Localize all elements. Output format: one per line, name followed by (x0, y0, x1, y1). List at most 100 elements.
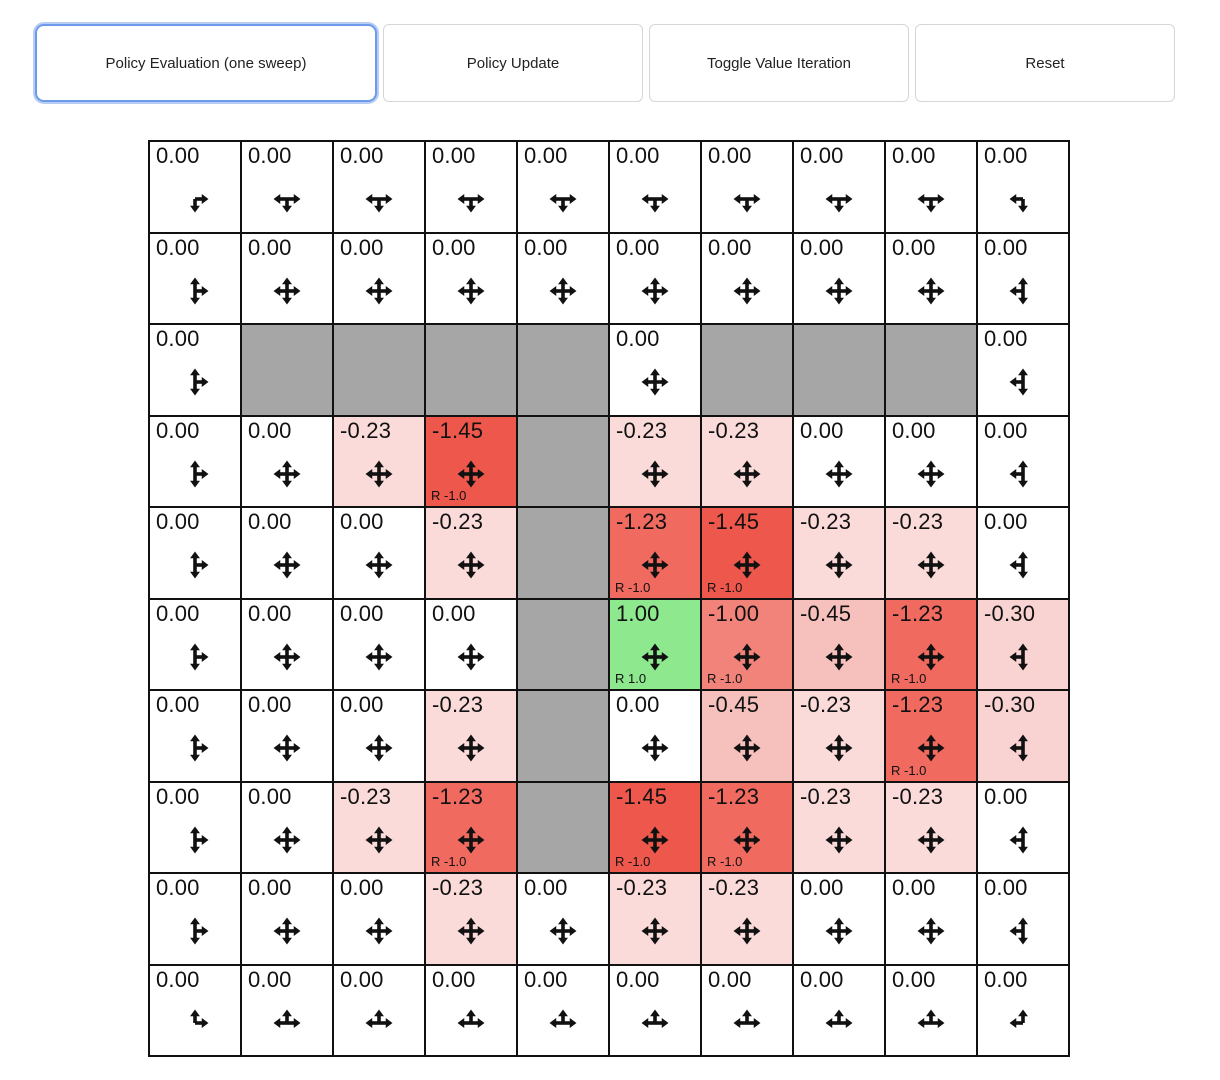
policy-arrows-icon (886, 991, 976, 1056)
policy-arrows-icon (334, 533, 424, 598)
cell-value: 0.00 (248, 692, 292, 717)
policy-arrows-icon (978, 167, 1068, 232)
policy-arrows-icon (978, 533, 1068, 598)
policy-arrows-icon (794, 991, 884, 1056)
grid-cell: -0.23 (701, 873, 793, 965)
reset-button[interactable]: Reset (915, 24, 1175, 102)
policy-arrows-icon (426, 625, 516, 690)
cell-value: 0.00 (800, 417, 844, 443)
policy-arrows-icon (886, 533, 976, 598)
grid-cell: 0.00 (333, 507, 425, 599)
toggle-value-iteration-button[interactable]: Toggle Value Iteration (649, 24, 909, 102)
cell-value: 0.00 (340, 509, 384, 534)
cell-value: -1.45 (616, 783, 668, 809)
cell-value: -0.23 (432, 509, 484, 534)
wall-cell (701, 324, 793, 416)
grid-cell: 0.00 (793, 141, 885, 233)
policy-arrows-icon (334, 167, 424, 232)
grid-cell: 0.00 (609, 324, 701, 416)
policy-arrows-icon (334, 991, 424, 1056)
grid-cell: 0.00 (241, 690, 333, 782)
cell-value: 0.00 (524, 234, 568, 260)
grid-cell: 0.00 (793, 232, 885, 324)
grid-cell: 0.00 (149, 964, 241, 1056)
cell-value: 0.00 (984, 417, 1028, 443)
policy-arrows-icon (426, 167, 516, 232)
grid-cell: 0.00 (977, 781, 1069, 873)
cell-value: 0.00 (340, 966, 384, 992)
policy-arrows-icon (702, 991, 792, 1056)
grid-cell: -0.23 (885, 507, 977, 599)
toolbar: Policy Evaluation (one sweep) Policy Upd… (35, 24, 1175, 102)
cell-value: 0.00 (800, 875, 844, 900)
cell-value: 0.00 (984, 966, 1028, 992)
wall-cell (517, 324, 609, 416)
grid-cell: 0.00 (793, 415, 885, 507)
cell-value: 0.00 (432, 600, 476, 626)
policy-arrows-icon (794, 808, 884, 873)
grid-cell: 0.00 (149, 690, 241, 782)
cell-value: -0.30 (984, 692, 1036, 717)
grid-cell: 0.00 (609, 232, 701, 324)
policy-arrows-icon (978, 716, 1068, 781)
grid-cell: 0.00 (885, 415, 977, 507)
policy-arrows-icon (518, 899, 608, 964)
grid-cell: 0.00 (977, 232, 1069, 324)
policy-arrows-icon (426, 533, 516, 598)
policy-arrows-icon (334, 625, 424, 690)
grid-cell: 0.00 (149, 141, 241, 233)
cell-value: 1.00 (616, 600, 660, 626)
policy-arrows-icon (978, 442, 1068, 507)
cell-value: -1.23 (892, 600, 944, 626)
policy-update-button[interactable]: Policy Update (383, 24, 643, 102)
grid-cell: 0.00 (977, 507, 1069, 599)
policy-arrows-icon (702, 259, 792, 324)
policy-arrows-icon (242, 808, 332, 873)
grid-cell: 0.00 (149, 232, 241, 324)
policy-arrows-icon (794, 259, 884, 324)
policy-arrows-icon (150, 899, 240, 964)
cell-value: -1.45 (432, 417, 484, 443)
cell-value: 0.00 (156, 692, 200, 717)
cell-value: -0.23 (800, 783, 852, 809)
grid-cell: 1.00 R 1.0 (609, 598, 701, 690)
policy-arrows-icon (426, 716, 516, 781)
cell-value: -0.23 (892, 783, 944, 809)
policy-arrows-icon (150, 259, 240, 324)
cell-value: 0.00 (156, 509, 200, 534)
grid-cell: 0.00 (977, 141, 1069, 233)
cell-value: -0.45 (800, 600, 852, 626)
grid-cell: 0.00 (885, 964, 977, 1056)
policy-arrows-icon (978, 991, 1068, 1056)
grid-cell: -0.23 (609, 415, 701, 507)
grid-cell: 0.00 (977, 873, 1069, 965)
grid-cell: 0.00 (241, 873, 333, 965)
policy-arrows-icon (886, 167, 976, 232)
grid-cell: -1.23 R -1.0 (885, 598, 977, 690)
cell-value: 0.00 (524, 143, 568, 168)
reward-label: R -1.0 (615, 579, 651, 595)
policy-arrows-icon (702, 899, 792, 964)
policy-arrows-icon (242, 533, 332, 598)
cell-value: 0.00 (340, 692, 384, 717)
grid-cell: 0.00 (241, 598, 333, 690)
policy-arrows-icon (242, 991, 332, 1056)
cell-value: 0.00 (708, 234, 752, 260)
grid-cell: 0.00 (977, 415, 1069, 507)
cell-value: 0.00 (524, 875, 568, 900)
grid-cell: 0.00 (241, 415, 333, 507)
cell-value: -1.45 (708, 509, 760, 534)
policy-arrows-icon (242, 167, 332, 232)
grid-cell: 0.00 (333, 598, 425, 690)
cell-value: 0.00 (340, 600, 384, 626)
policy-arrows-icon (794, 167, 884, 232)
cell-value: 0.00 (892, 234, 936, 260)
cell-value: -1.23 (616, 509, 668, 534)
cell-value: 0.00 (248, 509, 292, 534)
policy-evaluation-button[interactable]: Policy Evaluation (one sweep) (35, 24, 377, 102)
cell-value: 0.00 (248, 600, 292, 626)
policy-arrows-icon (242, 259, 332, 324)
grid-cell: 0.00 (149, 507, 241, 599)
cell-value: 0.00 (248, 143, 292, 168)
grid-cell: 0.00 (333, 232, 425, 324)
